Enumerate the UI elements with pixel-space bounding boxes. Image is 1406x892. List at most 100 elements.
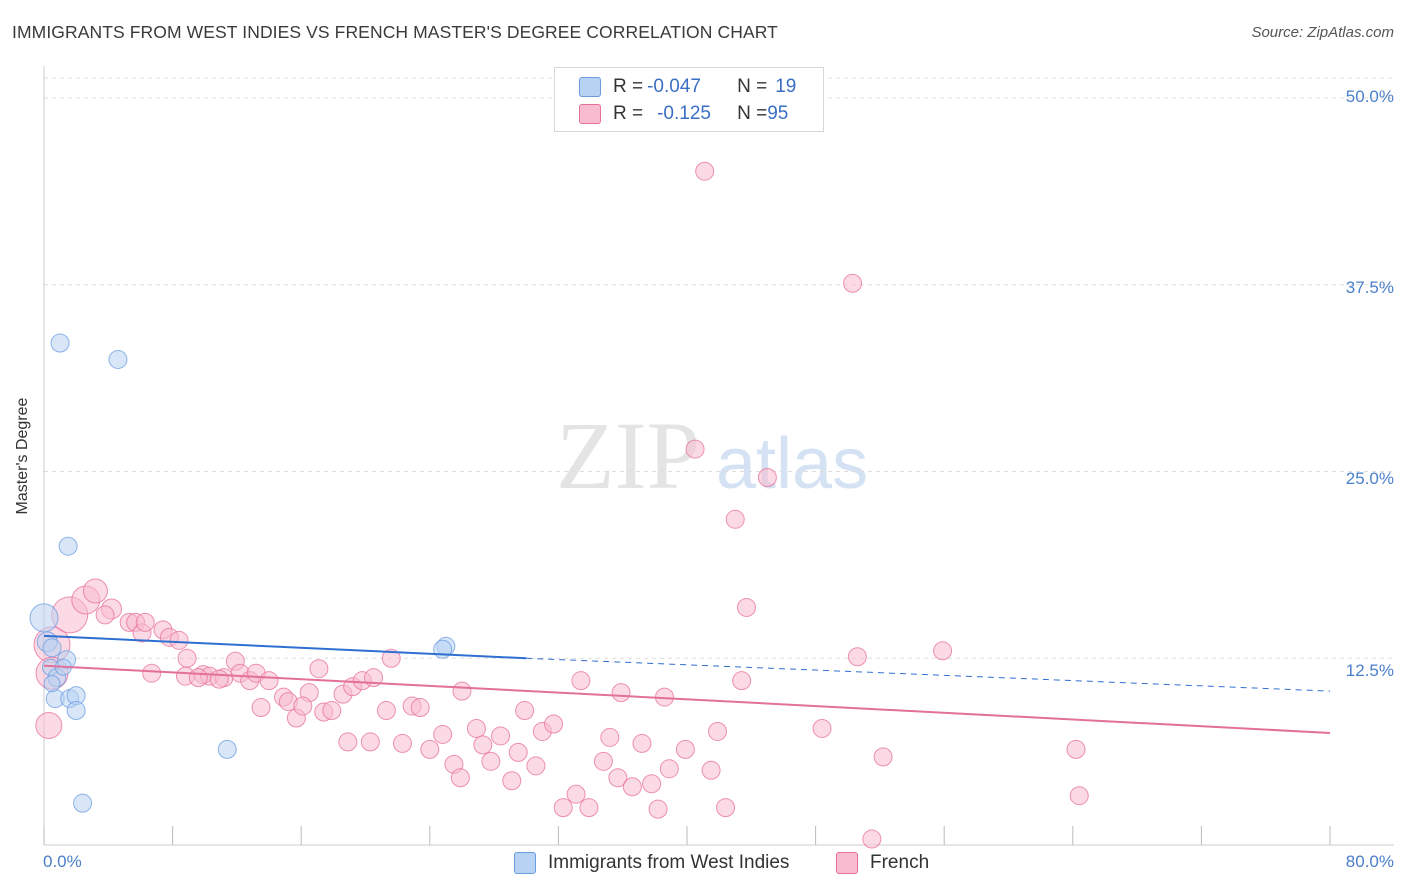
point-french	[659, 759, 679, 779]
point-french	[450, 768, 470, 788]
point-french	[169, 630, 189, 650]
point-west-indies	[108, 349, 128, 369]
point-french	[571, 671, 591, 691]
point-french	[933, 641, 953, 661]
point-french	[632, 733, 652, 753]
correlation-legend: R = -0.047 N = 19 R = -0.125 N = 95	[554, 67, 824, 132]
point-french	[502, 771, 522, 791]
point-french	[410, 698, 430, 718]
point-french	[508, 742, 528, 762]
point-french	[376, 701, 396, 721]
point-french	[642, 774, 662, 794]
point-french	[293, 696, 313, 716]
point-french	[392, 733, 412, 753]
point-french	[95, 605, 115, 625]
point-french	[381, 648, 401, 668]
point-west-indies	[73, 793, 93, 813]
trend-line-west-indies	[43, 634, 527, 660]
point-west-indies	[58, 536, 78, 556]
point-french	[544, 714, 564, 734]
point-french	[716, 798, 736, 818]
point-west-indies	[66, 701, 86, 721]
x-tick-label-80: 80.0%	[1345, 852, 1394, 871]
point-french	[812, 718, 832, 738]
legend-n-label: N =	[737, 103, 768, 124]
legend-n-label: N =	[737, 76, 768, 97]
point-french	[611, 683, 631, 703]
point-french	[526, 756, 546, 776]
point-west-indies	[50, 333, 70, 353]
point-french	[251, 698, 271, 718]
point-french	[142, 663, 162, 683]
legend-item-west-indies: Immigrants from West Indies	[514, 852, 789, 874]
source-credit: Source: ZipAtlas.com	[1251, 24, 1394, 41]
point-french	[566, 784, 586, 804]
point-french	[847, 647, 867, 667]
point-french	[466, 718, 486, 738]
point-french	[736, 597, 756, 617]
point-french	[338, 732, 358, 752]
legend-r-value: -0.047	[647, 76, 701, 97]
point-french	[433, 724, 453, 744]
point-french	[843, 273, 863, 293]
point-french	[515, 701, 535, 721]
point-french	[675, 739, 695, 759]
point-french	[309, 659, 329, 679]
point-french	[708, 721, 728, 741]
legend-n-value: 95	[767, 103, 789, 124]
point-french	[701, 760, 721, 780]
point-french	[608, 768, 628, 788]
y-tick-label-50: 50.0%	[1345, 87, 1394, 106]
point-french	[35, 711, 63, 739]
trend-line-west-indies-extrapolated	[526, 657, 1331, 692]
legend-item-french: French	[836, 852, 929, 874]
point-west-indies	[43, 675, 61, 693]
legend-swatch-pink	[579, 104, 601, 124]
point-french	[360, 732, 380, 752]
point-french	[473, 735, 493, 755]
y-tick-label-25: 25.0%	[1345, 469, 1394, 488]
point-french	[725, 509, 745, 529]
legend-row-french: R = -0.125 N = 95	[579, 102, 788, 126]
point-french	[420, 739, 440, 759]
series-french-points	[33, 161, 1089, 849]
legend-swatch-blue	[514, 852, 536, 874]
chart-title: IMMIGRANTS FROM WEST INDIES VS FRENCH MA…	[12, 22, 778, 42]
y-tick-label-37.5: 37.5%	[1345, 278, 1394, 297]
point-west-indies	[29, 603, 59, 633]
point-french	[491, 726, 511, 746]
point-french	[553, 798, 573, 818]
trend-lines	[43, 634, 1331, 734]
point-french	[209, 669, 229, 689]
point-french	[188, 668, 208, 688]
point-french	[481, 751, 501, 771]
point-west-indies	[42, 638, 62, 658]
point-french	[862, 829, 882, 849]
point-french	[648, 799, 668, 819]
point-french	[177, 648, 197, 668]
legend-n-value: 19	[775, 76, 797, 97]
legend-row-west-indies: R = -0.047 N = 19	[579, 75, 796, 99]
legend-r-label: R =	[613, 76, 644, 97]
legend-swatch-pink	[836, 852, 858, 874]
point-west-indies	[217, 739, 237, 759]
watermark-zip: ZIP	[556, 402, 700, 509]
legend-label-french: French	[870, 852, 930, 873]
point-french	[873, 747, 893, 767]
grid-lines	[44, 77, 1394, 659]
point-french	[685, 439, 705, 459]
y-tick-label-12.5: 12.5%	[1345, 661, 1394, 680]
watermark-atlas: atlas	[716, 424, 868, 504]
point-french	[600, 727, 620, 747]
legend-swatch-blue	[579, 77, 601, 97]
legend-label-west-indies: Immigrants from West Indies	[548, 852, 790, 873]
legend-r-label: R =	[613, 103, 644, 124]
series-west-indies-points	[29, 333, 456, 813]
point-french	[82, 578, 108, 604]
point-french	[322, 701, 342, 721]
point-french	[695, 161, 715, 181]
series-legend: Immigrants from West Indies French	[0, 852, 1406, 876]
legend-r-value: -0.125	[657, 103, 711, 124]
axes	[43, 66, 1394, 846]
